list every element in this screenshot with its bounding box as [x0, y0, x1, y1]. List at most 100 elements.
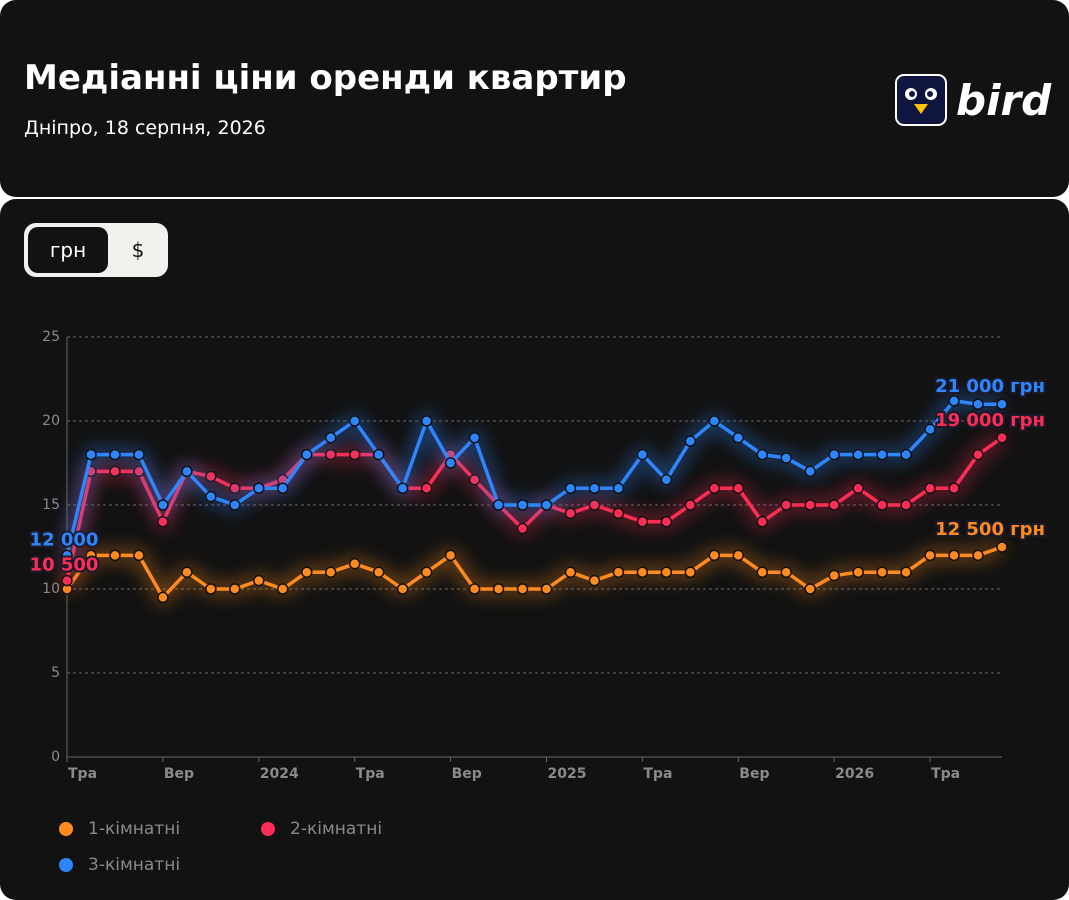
point — [85, 448, 97, 461]
y-tick-label: 15 — [42, 497, 60, 513]
value-label: 12 000 — [30, 529, 99, 550]
point — [708, 415, 721, 427]
header-card: Медіанні ціни оренди квартир Дніпро, 18 … — [0, 0, 1069, 197]
chart-card — [0, 199, 1069, 900]
legend-marker — [59, 822, 73, 836]
toggle-option[interactable]: грн — [28, 227, 108, 273]
point — [996, 398, 1008, 410]
point — [444, 549, 457, 562]
point — [444, 457, 457, 469]
x-tick-label: 2025 — [547, 766, 586, 782]
legend-marker — [261, 822, 275, 836]
point — [468, 583, 481, 595]
point — [948, 395, 960, 407]
point — [253, 482, 265, 494]
point — [756, 516, 769, 528]
point — [684, 566, 697, 578]
point — [300, 566, 313, 578]
point — [564, 507, 577, 520]
x-tick-label: Вер — [164, 766, 194, 782]
point — [804, 465, 816, 478]
point — [372, 566, 385, 578]
point — [492, 499, 505, 511]
x-tick-label: Тра — [931, 766, 960, 782]
point — [61, 549, 73, 562]
point — [348, 448, 361, 461]
point — [300, 448, 313, 461]
point — [205, 470, 217, 483]
point — [253, 574, 265, 587]
point — [492, 583, 505, 595]
point — [780, 499, 792, 511]
point — [205, 583, 217, 595]
point — [109, 549, 121, 562]
value-label: 19 000 грн — [935, 410, 1045, 431]
point — [133, 448, 145, 461]
x-tick-label: Тра — [643, 766, 672, 782]
point — [516, 583, 529, 595]
point — [229, 482, 241, 494]
point — [324, 448, 337, 461]
point — [852, 482, 864, 494]
value-label: 10 500 — [30, 555, 99, 576]
point — [468, 474, 481, 486]
y-tick-label: 0 — [51, 749, 60, 765]
point — [852, 566, 864, 578]
title: Медіанні ціни оренди квартир — [24, 58, 627, 98]
point — [612, 507, 625, 520]
point — [828, 569, 840, 582]
point — [516, 499, 529, 511]
point — [636, 566, 649, 578]
point — [636, 516, 649, 528]
point — [828, 499, 840, 511]
point — [420, 482, 433, 494]
point — [732, 482, 745, 494]
point — [396, 583, 409, 595]
point — [708, 549, 721, 562]
y-tick-label: 10 — [42, 581, 60, 597]
line — [65, 436, 1004, 581]
logo-text: bird — [956, 76, 1052, 125]
point — [852, 448, 864, 461]
point — [636, 448, 649, 461]
point — [900, 499, 912, 511]
point — [708, 482, 721, 494]
point — [540, 499, 553, 511]
point — [972, 398, 984, 410]
point — [324, 432, 337, 444]
point — [612, 566, 625, 578]
point — [420, 415, 433, 427]
point — [828, 448, 840, 461]
point — [780, 566, 792, 578]
point — [972, 448, 984, 461]
legend-label: 1-кімнатні — [88, 819, 180, 839]
point — [732, 549, 745, 562]
point — [396, 482, 409, 494]
logo-icon — [895, 74, 947, 126]
point — [924, 482, 936, 494]
logo-face — [905, 88, 937, 114]
x-tick-label: Вер — [739, 766, 769, 782]
x-tick-label: 2024 — [260, 766, 299, 782]
point — [948, 549, 960, 562]
toggle-option[interactable]: $ — [131, 238, 145, 262]
point — [85, 549, 97, 562]
point — [229, 583, 241, 595]
point — [996, 541, 1008, 553]
point — [948, 482, 960, 494]
point — [109, 465, 121, 478]
currency-toggle: грн $ — [24, 223, 168, 277]
point — [157, 516, 169, 528]
point — [468, 432, 481, 444]
legend-marker — [59, 858, 73, 872]
y-tick-label: 5 — [51, 665, 60, 681]
point — [756, 566, 769, 578]
point — [996, 432, 1008, 444]
point — [972, 549, 984, 562]
point — [876, 448, 888, 461]
x-tick-label: Вер — [452, 766, 482, 782]
point — [660, 474, 673, 486]
point — [277, 583, 289, 595]
point — [588, 482, 601, 494]
